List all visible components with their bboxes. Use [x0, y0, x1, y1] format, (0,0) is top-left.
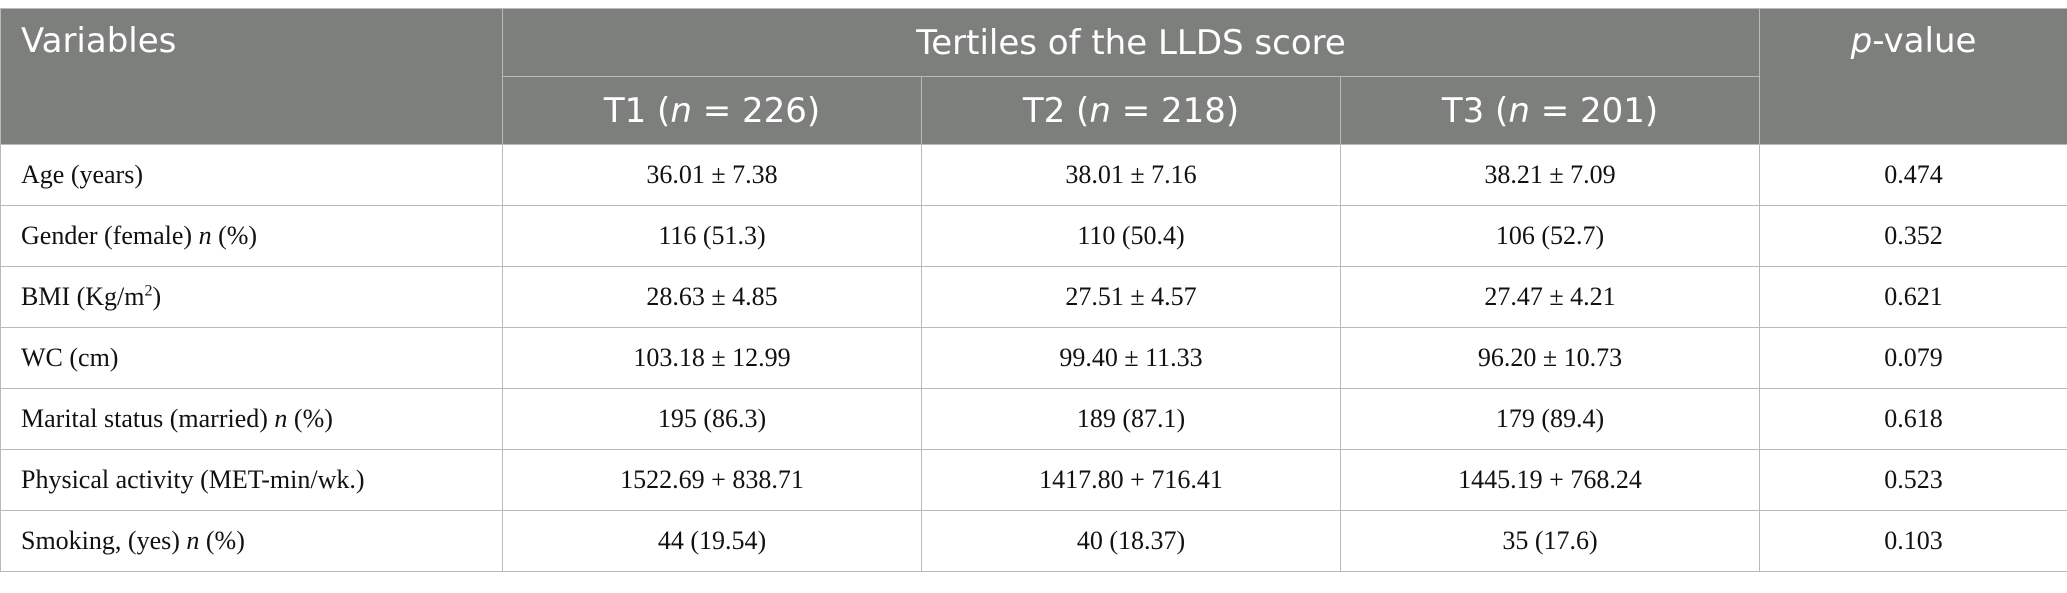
- cell-t3: 106 (52.7): [1339, 205, 1761, 267]
- t1-n-value: = 226: [691, 90, 807, 131]
- cell-t2: 40 (18.37): [921, 510, 1341, 572]
- table-row: WC (cm) 103.18 ± 12.99 99.40 ± 11.33 96.…: [0, 327, 2067, 389]
- cell-t2: 38.01 ± 7.16: [921, 144, 1341, 206]
- label-suffix: (%): [199, 526, 245, 555]
- label-text: Marital status (married): [21, 404, 275, 433]
- t2-name: T2: [1022, 90, 1066, 131]
- cell-p-value: 0.352: [1759, 205, 2067, 267]
- header-t2: T2 (n = 218): [921, 76, 1341, 145]
- cell-p-value: 0.523: [1759, 449, 2067, 511]
- cell-t3: 96.20 ± 10.73: [1339, 327, 1761, 389]
- cell-t3: 1445.19 + 768.24: [1339, 449, 1761, 511]
- cell-t2: 99.40 ± 11.33: [921, 327, 1341, 389]
- cell-t3: 179 (89.4): [1339, 388, 1761, 450]
- cell-p-value: 0.079: [1759, 327, 2067, 389]
- header-tertiles-group: Tertiles of the LLDS score: [501, 8, 1761, 77]
- cell-t2: 27.51 ± 4.57: [921, 266, 1341, 328]
- llds-tertiles-table: Variables Tertiles of the LLDS score p-v…: [0, 8, 2067, 572]
- table-header: Variables Tertiles of the LLDS score p-v…: [0, 8, 2067, 145]
- row-label-physical-activity: Physical activity (MET-min/wk.): [0, 449, 503, 511]
- cell-t1: 44 (19.54): [502, 510, 922, 572]
- table-body: Age (years) 36.01 ± 7.38 38.01 ± 7.16 38…: [0, 144, 2067, 572]
- row-label-bmi: BMI (Kg/m2): [0, 266, 503, 328]
- cell-p-value: 0.474: [1759, 144, 2067, 206]
- label-suffix: ): [152, 282, 162, 311]
- label-n-symbol: n: [274, 404, 288, 433]
- t3-name: T3: [1441, 90, 1485, 131]
- cell-t2: 1417.80 + 716.41: [921, 449, 1341, 511]
- cell-p-value: 0.621: [1759, 266, 2067, 328]
- p-value-suffix: -value: [1872, 21, 1977, 61]
- cell-t1: 28.63 ± 4.85: [502, 266, 922, 328]
- t3-n-symbol: n: [1508, 90, 1530, 131]
- p-italic: p: [1850, 21, 1873, 61]
- table-row: Marital status (married) n (%) 195 (86.3…: [0, 388, 2067, 450]
- table-row: Gender (female) n (%) 116 (51.3) 110 (50…: [0, 205, 2067, 267]
- t1-n-symbol: n: [670, 90, 692, 131]
- row-label-marital-status: Marital status (married) n (%): [0, 388, 503, 450]
- t1-name: T1: [603, 90, 647, 131]
- label-text: Smoking, (yes): [21, 526, 187, 555]
- row-label-wc: WC (cm): [0, 327, 503, 389]
- table-row: Physical activity (MET-min/wk.) 1522.69 …: [0, 449, 2067, 511]
- header-t3: T3 (n = 201): [1339, 76, 1761, 145]
- table-row: Age (years) 36.01 ± 7.38 38.01 ± 7.16 38…: [0, 144, 2067, 206]
- cell-t2: 189 (87.1): [921, 388, 1341, 450]
- cell-t1: 195 (86.3): [502, 388, 922, 450]
- row-label-smoking: Smoking, (yes) n (%): [0, 510, 503, 572]
- cell-t1: 36.01 ± 7.38: [502, 144, 922, 206]
- header-variables: Variables: [0, 8, 503, 145]
- row-label-age: Age (years): [0, 144, 503, 206]
- cell-p-value: 0.103: [1759, 510, 2067, 572]
- t2-n-value: = 218: [1110, 90, 1226, 131]
- cell-t1: 103.18 ± 12.99: [502, 327, 922, 389]
- label-n-symbol: n: [186, 526, 200, 555]
- row-label-gender: Gender (female) n (%): [0, 205, 503, 267]
- table-row: BMI (Kg/m2) 28.63 ± 4.85 27.51 ± 4.57 27…: [0, 266, 2067, 328]
- t2-n-symbol: n: [1089, 90, 1111, 131]
- label-text: BMI (Kg/m: [21, 282, 145, 311]
- label-text: Gender (female): [21, 221, 199, 250]
- label-n-symbol: n: [198, 221, 212, 250]
- cell-t2: 110 (50.4): [921, 205, 1341, 267]
- label-suffix: (%): [287, 404, 333, 433]
- cell-t1: 116 (51.3): [502, 205, 922, 267]
- table-row: Smoking, (yes) n (%) 44 (19.54) 40 (18.3…: [0, 510, 2067, 572]
- cell-t3: 27.47 ± 4.21: [1339, 266, 1761, 328]
- label-suffix: (%): [211, 221, 258, 250]
- cell-t3: 38.21 ± 7.09: [1339, 144, 1761, 206]
- cell-t3: 35 (17.6): [1339, 510, 1761, 572]
- cell-t1: 1522.69 + 838.71: [502, 449, 922, 511]
- header-t1: T1 (n = 226): [502, 76, 922, 145]
- label-superscript: 2: [144, 282, 153, 300]
- cell-p-value: 0.618: [1759, 388, 2067, 450]
- t3-n-value: = 201: [1529, 90, 1645, 131]
- header-p-value: p-value: [1759, 8, 2067, 145]
